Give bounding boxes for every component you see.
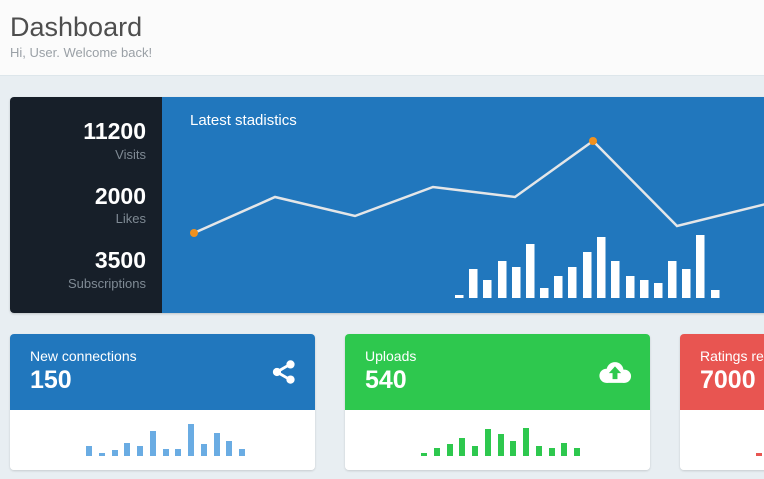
subscriptions-label: Subscriptions	[67, 275, 146, 291]
card-ratings-received-value: 7000	[700, 366, 756, 394]
likes-label: Likes	[115, 211, 146, 227]
subscriptions-value: 3500	[94, 247, 146, 274]
card-uploads-header: Uploads 540	[345, 334, 650, 410]
card-uploads-chart	[345, 410, 650, 470]
card-new-connections-chart	[10, 410, 315, 470]
page-header: Dashboard Hi, User. Welcome back!	[0, 0, 764, 76]
chart-title: Latest stadistics	[190, 112, 297, 129]
welcome-message: Hi, User. Welcome back!	[10, 44, 153, 60]
page-title: Dashboard	[10, 12, 143, 42]
visits-value: 11200	[83, 118, 146, 145]
card-uploads-value: 540	[365, 366, 407, 394]
card-new-connections-value: 150	[30, 366, 72, 394]
summary-cards-row: New connections 150 Uploads 540	[10, 334, 764, 470]
stat-subscriptions: 3500 Subscriptions	[10, 247, 146, 291]
latest-statistics-panel: 11200 Visits 2000 Likes 3500 Subscriptio…	[10, 97, 764, 313]
share-icon	[271, 359, 297, 385]
stat-likes: 2000 Likes	[10, 182, 146, 227]
card-new-connections: New connections 150	[10, 334, 315, 470]
likes-value: 2000	[94, 182, 146, 209]
card-ratings-received-title: Ratings received	[700, 348, 764, 364]
card-new-connections-header: New connections 150	[10, 334, 315, 410]
card-ratings-received-chart	[680, 410, 764, 470]
card-new-connections-title: New connections	[30, 348, 137, 364]
cloud-upload-icon	[598, 360, 632, 384]
card-uploads-title: Uploads	[365, 348, 417, 364]
card-ratings-received: Ratings received 7000	[680, 334, 764, 470]
statistics-chart	[190, 137, 764, 298]
stat-visits: 11200 Visits	[10, 118, 146, 162]
statistics-chart-area: Latest stadistics	[162, 97, 764, 313]
card-uploads: Uploads 540	[345, 334, 650, 470]
visits-label: Visits	[115, 146, 146, 162]
card-ratings-received-header: Ratings received 7000	[680, 334, 764, 410]
stats-summary-column: 11200 Visits 2000 Likes 3500 Subscriptio…	[10, 97, 162, 313]
